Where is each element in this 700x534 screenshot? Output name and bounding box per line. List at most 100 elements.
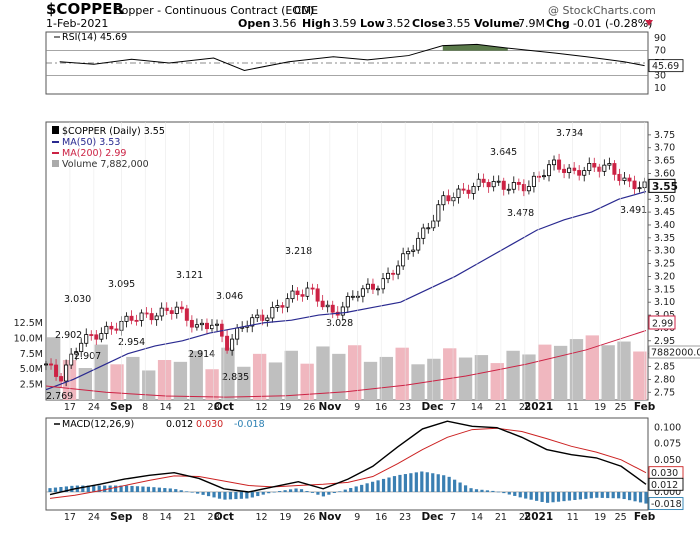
macd-histogram-bar [420,471,424,492]
x-axis-label: Feb [634,401,656,413]
volume-bar [522,354,536,400]
volume-bar [395,347,409,400]
candle-body [557,159,562,170]
macd-histogram-bar [256,491,260,497]
price-annotation: 3.478 [507,208,534,219]
macd-histogram-bar [463,485,468,492]
macd-tick-label: 0.000 [654,487,681,498]
price-tick-label: 3.65 [654,156,675,167]
x-axis-label: 14 [160,512,172,523]
macd-histogram-bar [638,491,643,503]
macd-histogram-bar [201,491,205,495]
macd-histogram-bar [239,491,243,499]
macd-histogram-bar [114,485,118,492]
candle-body [456,188,461,198]
volume-bar [569,339,584,400]
volume-bar [427,358,441,400]
candle-body [572,167,577,171]
price-annotation: 3.095 [108,279,135,290]
macd-histogram-bar [611,491,615,499]
rsi-tick-label: 70 [654,46,666,57]
volume-bar [490,363,504,400]
macd-histogram-bar [338,491,342,492]
histogram-legend-value: -0.018 [234,419,265,430]
macd-histogram-bar [152,487,156,492]
candle-body [406,250,411,255]
candle-body [597,166,602,172]
macd-tick-label: 0.100 [654,423,681,434]
volume-bar [379,356,394,400]
x-axis-label: 7 [450,512,456,523]
x-axis-label: Nov [318,401,341,413]
candle-body [199,322,204,326]
candle-body [602,164,607,172]
candle-body [436,204,441,222]
x-axis-label: Feb [634,511,656,523]
candle-body [511,182,516,190]
rsi-overbought-area [442,44,508,51]
x-axis-label: Dec [421,401,443,413]
macd-histogram-bar [190,491,194,493]
volume-bar [363,361,378,400]
open-value: 3.56 [272,17,297,30]
x-axis-label: Sep [110,401,133,413]
x-axis-label: 12 [255,512,267,523]
candle-body [441,195,446,206]
volume-bar [47,337,61,400]
x-axis-label: 9 [354,402,360,413]
macd-signal-line [49,427,647,499]
volume-bar [126,356,140,400]
price-annotation: 2.769 [46,391,73,402]
candle-body [587,163,592,171]
candle-body [159,307,164,317]
volume-bar [284,350,298,400]
macd-histogram-bar [185,491,189,492]
price-tick-label: 3.50 [654,194,675,205]
ma200-line [45,330,647,398]
x-axis-label: 8 [142,402,148,413]
candle-body [411,249,416,252]
open-label: Open [238,17,271,30]
candle-body [310,287,315,290]
candle-body [592,163,597,168]
macd-histogram-bar [617,491,621,499]
rsi-tick-label: 10 [654,83,666,94]
x-axis-label: 28 [208,512,220,523]
volume-bar [601,345,615,400]
candle-body [391,272,396,275]
macd-tick-label: 0.050 [654,455,681,466]
candle-body [129,315,134,321]
candle-body [381,278,386,290]
candle-body [451,197,456,202]
macd-histogram-bar [130,485,134,492]
volume-bar [443,348,457,400]
candle-body [89,334,94,336]
price-tick-label: 3.15 [654,284,675,295]
macd-histogram-bar [371,481,375,492]
candle-body [567,167,572,173]
price-annotation: 2.954 [118,337,145,348]
macd-histogram-bar [556,491,561,502]
volume-legend-swatch [52,160,59,167]
signal-legend-value: 0.030 [196,419,223,430]
candle-body [496,180,501,183]
close-label: Close [412,17,445,30]
low-label: Low [360,17,385,30]
macd-histogram-bar [381,478,386,492]
candle-body [290,290,295,300]
macd-tick-label: 0.075 [654,439,681,450]
macd-histogram-bar [442,475,446,492]
watermark: @ StockCharts.com [548,4,656,17]
candle-body [471,186,476,194]
x-axis-label: 21 [184,512,196,523]
x-axis-label: 16 [375,402,387,413]
macd-legend-label: MACD(12,26,9) [62,419,134,430]
candle-body [627,177,632,182]
volume-bar [157,360,172,400]
candle-body [255,314,260,319]
quote-date: 1-Feb-2021 [46,17,108,30]
x-axis-label: 26 [303,402,315,413]
volume-tick-label: 10.0M [14,333,43,344]
x-axis-label: 21 [184,402,196,413]
rsi-line [59,43,645,71]
